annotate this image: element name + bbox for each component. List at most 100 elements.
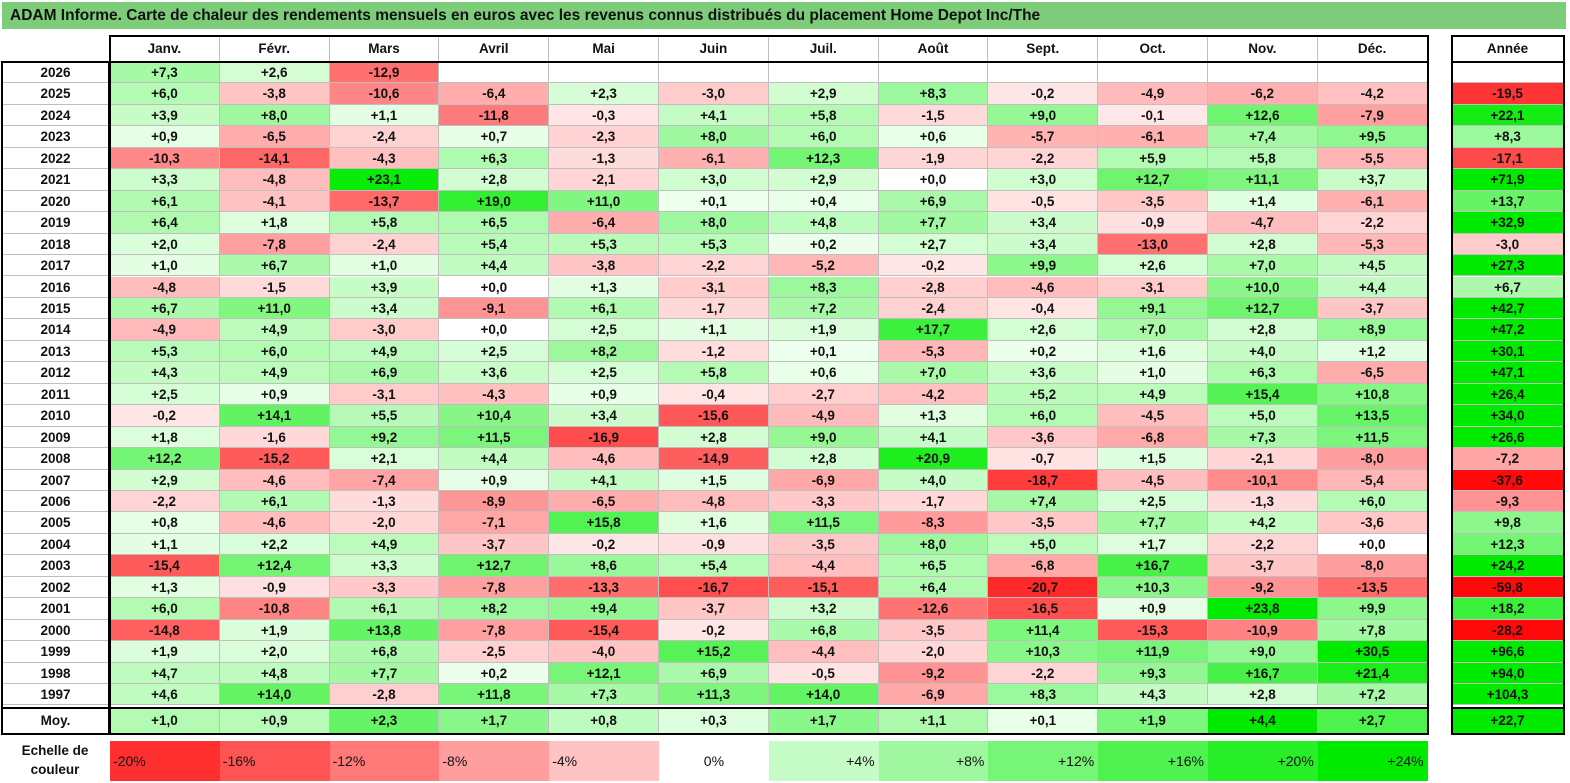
row-year-label: 2024 bbox=[2, 104, 110, 127]
heatmap-cell: +0,1 bbox=[659, 190, 769, 213]
heatmap-cell bbox=[768, 62, 879, 84]
heatmap-cell: +6,5 bbox=[878, 555, 989, 577]
heatmap-cell: +14,0 bbox=[768, 684, 879, 706]
heatmap-cell: +2,7 bbox=[878, 233, 989, 256]
heatmap-cell: +11,3 bbox=[659, 684, 769, 706]
month-header: Juil. bbox=[768, 36, 879, 62]
row-year-label: 2021 bbox=[2, 169, 110, 191]
heatmap-cell: -2,1 bbox=[549, 169, 659, 191]
heatmap-cell: +4,9 bbox=[219, 319, 330, 341]
row-year-label: 1997 bbox=[2, 684, 110, 706]
annual-return-cell: +24,2 bbox=[1452, 555, 1564, 577]
heatmap-cell: +8,0 bbox=[878, 533, 989, 556]
heatmap-cell: +6,9 bbox=[659, 662, 769, 685]
heatmap-cell: -2,8 bbox=[878, 276, 989, 298]
heatmap-cell: -2,7 bbox=[768, 383, 879, 406]
heatmap-cell: +6,0 bbox=[988, 405, 1099, 427]
heatmap-cell: +0,6 bbox=[878, 126, 989, 148]
heatmap-cell: -2,8 bbox=[329, 684, 440, 706]
heatmap-cell: +3,0 bbox=[988, 169, 1099, 191]
heatmap-cell: +16,7 bbox=[1098, 555, 1208, 577]
heatmap-cell: +1,9 bbox=[768, 319, 879, 341]
heatmap-cell: +0,6 bbox=[768, 362, 879, 384]
heatmap-cell: +1,8 bbox=[110, 426, 220, 449]
annual-return-cell: +94,0 bbox=[1452, 662, 1564, 685]
month-header: Juin bbox=[659, 36, 769, 62]
heatmap-cell: -18,7 bbox=[988, 469, 1099, 491]
heatmap-cell: -10,3 bbox=[110, 147, 220, 170]
heatmap-cell: +8,0 bbox=[219, 104, 330, 127]
heatmap-cell: -10,1 bbox=[1208, 469, 1318, 491]
heatmap-cell: +1,0 bbox=[329, 255, 440, 277]
heatmap-cell: -3,3 bbox=[768, 491, 879, 513]
average-cell: +0,9 bbox=[219, 707, 330, 734]
average-cell: +1,0 bbox=[110, 707, 220, 734]
heatmap-cell: -4,7 bbox=[1208, 212, 1318, 234]
heatmap-cell: -4,9 bbox=[110, 319, 220, 341]
heatmap-cell: -20,7 bbox=[988, 576, 1099, 599]
average-cell: +4,4 bbox=[1208, 707, 1318, 734]
heatmap-cell: +12,2 bbox=[110, 448, 220, 470]
heatmap-cell: -6,1 bbox=[1098, 126, 1208, 148]
heatmap-cell: -15,3 bbox=[1098, 619, 1208, 642]
report-title: ADAM Informe. Carte de chaleur des rende… bbox=[2, 2, 1566, 29]
heatmap-cell: +5,8 bbox=[768, 104, 879, 127]
heatmap-cell: +2,8 bbox=[659, 426, 769, 449]
heatmap-cell: -13,0 bbox=[1098, 233, 1208, 256]
heatmap-cell: +4,1 bbox=[549, 469, 659, 491]
heatmap-cell: +7,0 bbox=[1098, 319, 1208, 341]
heatmap-cell bbox=[549, 62, 659, 84]
heatmap-cell: -3,1 bbox=[329, 383, 440, 406]
heatmap-cell: +1,3 bbox=[110, 576, 220, 599]
heatmap-cell: +0,7 bbox=[439, 126, 550, 148]
heatmap-cell: -0,2 bbox=[549, 533, 659, 556]
row-year-label: 2018 bbox=[2, 233, 110, 256]
average-cell: +1,7 bbox=[768, 707, 879, 734]
row-year-label: 2009 bbox=[2, 426, 110, 449]
heatmap-cell: -4,6 bbox=[988, 276, 1099, 298]
row-year-label: 2005 bbox=[2, 512, 110, 534]
heatmap-cell: -3,7 bbox=[1208, 555, 1318, 577]
heatmap-cell: +2,5 bbox=[549, 362, 659, 384]
average-cell: +1,9 bbox=[1098, 707, 1208, 734]
heatmap-cell: -14,1 bbox=[219, 147, 330, 170]
row-year-label: 2023 bbox=[2, 126, 110, 148]
heatmap-cell: -2,2 bbox=[1208, 533, 1318, 556]
annual-return-cell: +13,7 bbox=[1452, 190, 1564, 213]
heatmap-cell: -4,6 bbox=[549, 448, 659, 470]
heatmap-cell: +3,7 bbox=[1317, 169, 1428, 191]
heatmap-cell: +5,4 bbox=[659, 555, 769, 577]
heatmap-cell: +7,3 bbox=[110, 62, 220, 84]
heatmap-cell: +11,4 bbox=[988, 619, 1099, 642]
heatmap-cell: +6,3 bbox=[439, 147, 550, 170]
heatmap-cell: -0,2 bbox=[659, 619, 769, 642]
heatmap-cell: +0,4 bbox=[768, 190, 879, 213]
heatmap-cell: +12,6 bbox=[1208, 104, 1318, 127]
heatmap-cell: -16,9 bbox=[549, 426, 659, 449]
heatmap-cell: -15,6 bbox=[659, 405, 769, 427]
month-header: Nov. bbox=[1208, 36, 1318, 62]
heatmap-cell: -15,1 bbox=[768, 576, 879, 599]
heatmap-cell: +4,4 bbox=[439, 448, 550, 470]
heatmap-cell: +12,4 bbox=[219, 555, 330, 577]
heatmap-cell: +9,4 bbox=[549, 598, 659, 620]
heatmap-cell: +6,9 bbox=[878, 190, 989, 213]
heatmap-cell: -0,4 bbox=[659, 383, 769, 406]
month-header: Sept. bbox=[988, 36, 1099, 62]
heatmap-cell: +7,3 bbox=[1208, 426, 1318, 449]
heatmap-cell: +9,0 bbox=[768, 426, 879, 449]
heatmap-cell: +7,2 bbox=[1317, 684, 1428, 706]
annual-return-cell: +27,3 bbox=[1452, 255, 1564, 277]
annual-return-cell: -59,8 bbox=[1452, 576, 1564, 599]
average-cell: +1,1 bbox=[878, 707, 989, 734]
heatmap-cell: -3,3 bbox=[329, 576, 440, 599]
heatmap-cell bbox=[988, 62, 1099, 84]
color-scale-label: Echelle de couleur bbox=[2, 741, 108, 781]
color-scale-stop: +4% bbox=[768, 741, 879, 781]
heatmap-cell: +9,0 bbox=[988, 104, 1099, 127]
heatmap-cell: +2,0 bbox=[219, 641, 330, 663]
heatmap-cell: -4,2 bbox=[1317, 83, 1428, 105]
row-year-label: 2014 bbox=[2, 319, 110, 341]
annual-return-cell: +34,0 bbox=[1452, 405, 1564, 427]
heatmap-cell: -2,2 bbox=[988, 147, 1099, 170]
